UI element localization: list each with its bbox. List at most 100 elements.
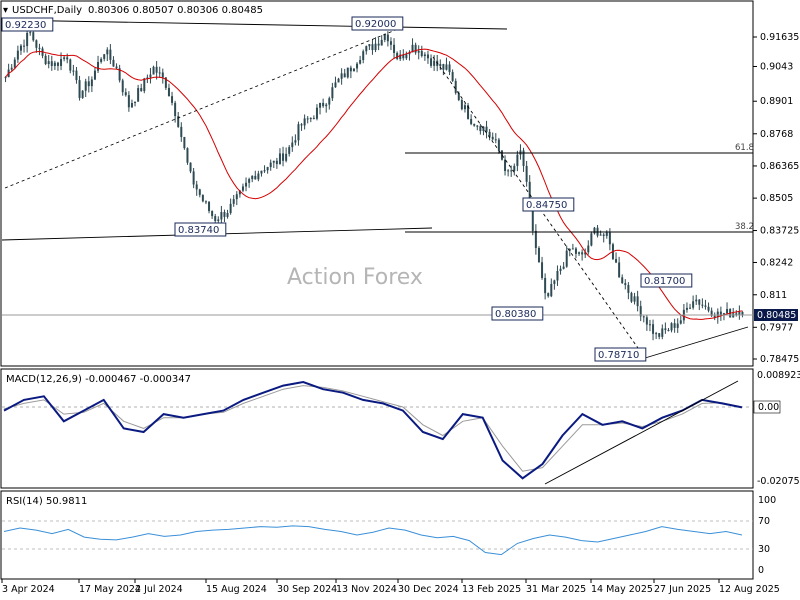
candle-body bbox=[531, 204, 534, 231]
fib-level-label: 38.2 bbox=[735, 222, 754, 232]
candle-body bbox=[541, 262, 544, 278]
candle-body bbox=[467, 105, 470, 119]
candle-body bbox=[78, 80, 81, 98]
candle-body bbox=[559, 268, 562, 271]
candle-body bbox=[408, 52, 411, 55]
price-axis-label: 0.86365 bbox=[760, 161, 799, 172]
annotation-label: 0.81700 bbox=[644, 276, 685, 287]
candle-body bbox=[214, 216, 217, 221]
candle-body bbox=[417, 50, 420, 53]
candle-body bbox=[100, 58, 103, 62]
level-annotation: 0.84750 bbox=[522, 197, 575, 212]
candle-body bbox=[106, 49, 109, 55]
candle-body bbox=[285, 153, 288, 161]
candle-body bbox=[13, 59, 16, 68]
candle-body bbox=[636, 296, 639, 307]
candle-body bbox=[673, 323, 676, 328]
candle-body bbox=[652, 324, 655, 334]
candle-body bbox=[112, 59, 115, 67]
candle-body bbox=[556, 270, 559, 281]
candle-body bbox=[303, 118, 306, 126]
candle-body bbox=[56, 62, 59, 66]
candle-body bbox=[223, 212, 226, 217]
level-annotation: 0.78710 bbox=[594, 347, 647, 362]
candle-body bbox=[633, 296, 636, 302]
candle-body bbox=[266, 167, 269, 171]
candle-body bbox=[263, 170, 266, 172]
collapse-triangle-icon[interactable]: ▾ bbox=[3, 5, 8, 16]
macd-axis-label: 0.008923 bbox=[757, 370, 800, 381]
candle-body bbox=[479, 126, 482, 132]
candle-body bbox=[26, 32, 29, 47]
candle-body bbox=[38, 47, 41, 49]
candle-body bbox=[599, 234, 602, 236]
current-price-label: 0.80485 bbox=[757, 310, 796, 321]
candle-body bbox=[676, 323, 679, 328]
candle-body bbox=[245, 182, 248, 187]
macd-header: MACD(12,26,9) -0.000467 -0.000347 bbox=[6, 374, 191, 385]
candle-body bbox=[741, 311, 744, 316]
candle-body bbox=[198, 189, 201, 195]
candle-body bbox=[513, 165, 516, 171]
candle-body bbox=[537, 247, 540, 263]
candle-body bbox=[174, 102, 177, 117]
price-axis-label: 0.9043 bbox=[760, 61, 793, 72]
candle-body bbox=[143, 78, 146, 92]
ohlc-readout: 0.80306 0.80507 0.80306 0.80485 bbox=[88, 5, 263, 16]
candle-body bbox=[127, 95, 130, 108]
candle-body bbox=[343, 73, 346, 78]
candle-body bbox=[534, 230, 537, 248]
candle-body bbox=[710, 310, 713, 316]
price-axis-label: 0.83725 bbox=[760, 226, 799, 237]
annotation-box bbox=[351, 16, 404, 31]
date-axis-label: 2 Jul 2024 bbox=[135, 584, 183, 595]
candle-body bbox=[685, 307, 688, 310]
candle-body bbox=[371, 44, 374, 51]
candle-body bbox=[278, 153, 281, 165]
candle-body bbox=[405, 54, 408, 59]
candle-body bbox=[522, 150, 525, 166]
candle-body bbox=[319, 102, 322, 108]
candle-body bbox=[473, 123, 476, 126]
price-panel-frame bbox=[0, 0, 754, 367]
candle-body bbox=[420, 50, 423, 57]
candle-body bbox=[482, 126, 485, 132]
candle-body bbox=[192, 171, 195, 185]
annotation-box bbox=[174, 222, 227, 237]
candle-body bbox=[269, 162, 272, 168]
fib-level-label: 61.8 bbox=[735, 143, 754, 153]
candle-body bbox=[707, 306, 710, 311]
candle-body bbox=[201, 194, 204, 202]
price-axis-label: 0.91635 bbox=[760, 32, 799, 43]
candle-body bbox=[719, 311, 722, 315]
candle-body bbox=[448, 64, 451, 73]
candle-body bbox=[149, 74, 152, 78]
candle-body bbox=[103, 54, 106, 59]
candle-body bbox=[738, 311, 741, 315]
candle-body bbox=[44, 55, 47, 65]
candle-body bbox=[639, 306, 642, 317]
candle-body bbox=[309, 117, 312, 120]
candle-body bbox=[383, 34, 386, 40]
candle-body bbox=[275, 160, 278, 165]
candle-body bbox=[423, 54, 426, 57]
candle-body bbox=[137, 88, 140, 102]
upper-channel-line bbox=[1, 19, 508, 30]
candle-body bbox=[713, 315, 716, 318]
candle-body bbox=[439, 64, 442, 67]
candle-body bbox=[53, 62, 56, 66]
candle-body bbox=[158, 72, 161, 74]
level-annotation: 0.80380 bbox=[491, 306, 544, 321]
macd-main-line bbox=[3, 380, 743, 480]
candle-body bbox=[29, 32, 32, 34]
candle-body bbox=[485, 126, 488, 132]
candle-body bbox=[661, 328, 664, 337]
candle-body bbox=[226, 213, 229, 217]
annotation-box bbox=[522, 197, 575, 212]
candle-body bbox=[454, 80, 457, 93]
price-panel: 61.8 38.2 0.92230 0.92000 0.83740 0.84750 0.80… bbox=[1, 16, 754, 362]
candle-body bbox=[470, 118, 473, 124]
candle-body bbox=[35, 40, 38, 48]
candle-body bbox=[568, 249, 571, 251]
